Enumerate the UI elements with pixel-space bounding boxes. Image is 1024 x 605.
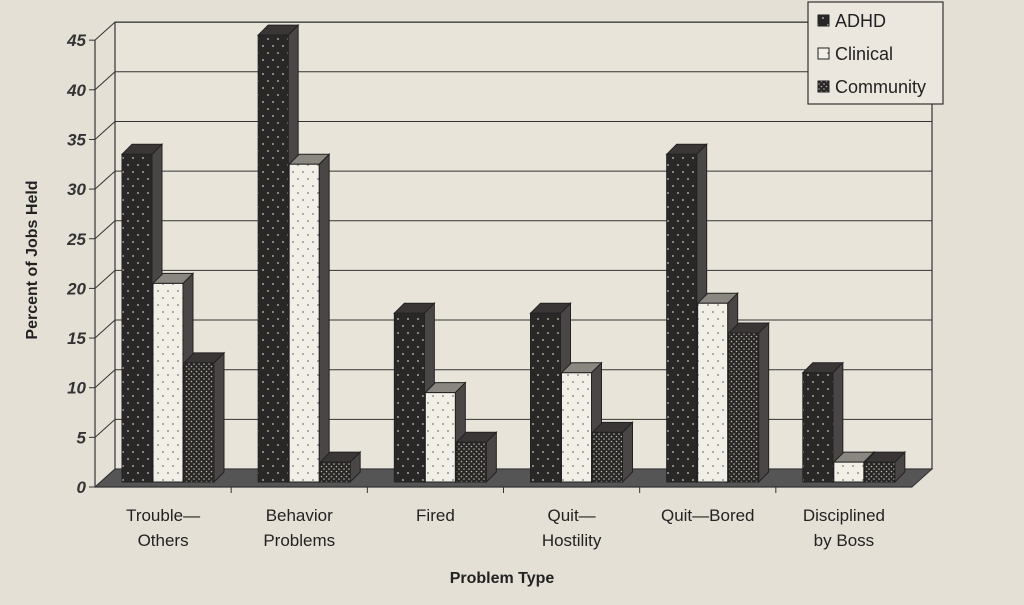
y-axis-title: Percent of Jobs Held — [24, 180, 41, 339]
back-wall — [114, 21, 933, 470]
y-tick-label: 0 — [77, 478, 87, 497]
legend-label: Clinical — [835, 44, 893, 64]
y-tick-label: 20 — [66, 279, 86, 298]
x-tick-label: Behavior — [266, 506, 333, 525]
x-tick-label: Fired — [416, 506, 455, 525]
bar-community — [318, 450, 362, 484]
gridline-side — [94, 468, 116, 488]
x-tick-label: Problems — [263, 531, 335, 550]
x-tick-label: by Boss — [814, 531, 874, 550]
bar-front — [561, 372, 592, 483]
bar-adhd — [801, 361, 845, 484]
legend-label: ADHD — [835, 11, 886, 31]
bar-front — [257, 34, 289, 483]
gridline-side — [94, 121, 116, 140]
gridline-side — [94, 21, 116, 41]
bar-front — [121, 153, 153, 483]
y-tick-label: 40 — [66, 81, 86, 100]
gridline-side — [94, 418, 116, 438]
bar-front — [530, 312, 561, 483]
legend-swatch — [817, 47, 830, 60]
bar-front — [666, 153, 698, 483]
gridline-side — [94, 220, 116, 240]
bar-clinical — [287, 153, 331, 484]
bar-side — [318, 153, 330, 484]
gridline-side — [94, 270, 116, 289]
gridline-side — [94, 71, 116, 91]
x-tick-label: Quit—Bored — [661, 506, 755, 525]
x-tick-label: Disciplined — [803, 506, 885, 525]
bar-front — [833, 461, 865, 483]
legend-box — [807, 1, 944, 105]
x-axis-title: Problem Type — [450, 570, 555, 587]
bar-front — [152, 282, 184, 483]
gridline-side — [94, 369, 116, 389]
bar-community — [863, 450, 907, 484]
bar-front — [592, 431, 623, 483]
bar-community — [591, 421, 634, 484]
gridline-side — [94, 319, 116, 339]
bar-side — [758, 321, 770, 484]
x-tick-label: Others — [138, 531, 189, 550]
bar-community — [727, 321, 770, 484]
bar-adhd — [393, 301, 436, 484]
x-tick-label: Hostility — [542, 531, 602, 550]
legend-swatch — [817, 14, 830, 27]
bar-front — [424, 392, 456, 483]
y-tick-label: 5 — [77, 428, 87, 447]
legend: ADHD Clinical Community — [807, 1, 944, 105]
bar-community — [182, 351, 226, 484]
x-tick-label: Trouble— — [126, 506, 200, 525]
bar-community — [455, 431, 498, 484]
bar-front — [728, 332, 760, 483]
legend-swatch — [817, 80, 830, 93]
bar-front — [697, 302, 729, 483]
y-tick-label: 35 — [67, 130, 86, 149]
bar-front — [864, 461, 896, 483]
y-tick-label: 45 — [66, 31, 86, 50]
bar-front — [319, 461, 351, 483]
y-tick-label: 25 — [66, 230, 86, 249]
x-tick-label: Quit— — [547, 506, 595, 525]
y-tick-label: 30 — [67, 180, 86, 199]
y-tick-label: 15 — [67, 329, 86, 348]
bar-front — [288, 163, 320, 483]
bar-front — [393, 312, 425, 483]
bar-front — [455, 441, 487, 483]
legend-label: Community — [835, 77, 926, 97]
gridline-side — [94, 170, 116, 190]
bar-side — [213, 351, 225, 484]
y-tick-label: 10 — [67, 379, 86, 398]
bar-front — [802, 372, 834, 483]
bar-front — [183, 362, 215, 483]
